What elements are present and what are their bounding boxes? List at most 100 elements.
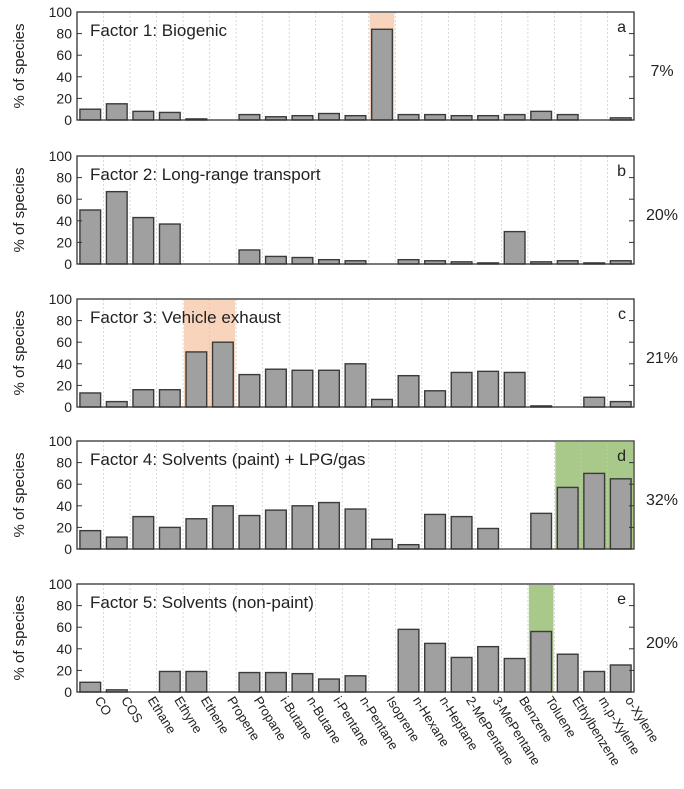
bar-i-butane [264,671,287,693]
bar-o-xylene [609,400,632,408]
bar-co [79,529,102,550]
bar-toluene [530,630,553,693]
y-tick-label: 0 [64,684,72,700]
panel-title: Factor 3: Vehicle exhaust [90,308,281,327]
y-tick-label: 80 [56,26,72,42]
x-tick-label: CO [92,694,115,718]
y-tick-label: 0 [64,256,72,272]
panel-letter: d [617,448,626,465]
bar-n-pentane [344,675,367,693]
bar-n-butane [291,505,314,550]
y-tick-label: 20 [56,377,72,393]
bar-isoprene [370,28,394,121]
bar-n-butane [291,256,314,265]
y-tick-label: 60 [56,334,72,350]
y-tick-label: 0 [64,541,72,557]
bar-2-mepentane [450,371,473,408]
panel-c: 0 20 40 60 80 100 % of species Factor 3: Vehicl… [11,291,678,415]
bar-i-pentane [317,112,341,121]
bar-ethene [185,351,208,408]
panel-letter: b [617,163,626,180]
bar-n-heptane [424,113,447,121]
plot-frame [76,440,635,550]
plot-frame [76,298,635,408]
bar-ethane [132,389,155,408]
y-tick-label: 100 [49,148,73,164]
y-tick-label: 0 [64,399,72,415]
bar-propane [238,249,261,265]
y-tick-label: 40 [56,498,72,514]
y-tick-label: 20 [56,519,72,535]
y-tick-label: 100 [49,4,73,20]
contribution-label: 7% [650,63,673,80]
bar-o-xylene [609,478,632,550]
plot-frame [76,583,635,693]
bar-ethyne [158,223,181,265]
bar-ethyne [158,526,181,550]
y-tick-label: 80 [56,455,72,471]
y-tick-label: 100 [49,291,73,307]
contribution-label: 20% [646,207,678,224]
panel-title: Factor 5: Solvents (non-paint) [90,593,314,612]
bar-propane [238,113,261,121]
panel-letter: e [617,591,626,608]
bar-i-butane [264,509,287,550]
y-axis-label: % of species [11,310,28,395]
bar-i-pentane [317,369,341,408]
y-tick-label: 40 [56,356,72,372]
bar-cos [105,400,128,408]
bar-n-hexane [397,113,420,121]
bar-n-pentane [344,363,367,408]
contribution-label: 20% [646,635,678,652]
bar-n-heptane [424,513,447,550]
panel-d: 0 20 40 60 80 100 % of species Factor 4: Solven… [11,433,678,557]
bar-i-pentane [317,501,341,550]
y-tick-label: 0 [64,112,72,128]
bar-2-mepentane [450,656,473,693]
bar-n-heptane [424,642,447,693]
bar-n-butane [291,369,314,408]
panel-title: Factor 2: Long-range transport [90,165,321,184]
y-tick-label: 60 [56,47,72,63]
bar-ethyne [158,670,181,693]
bar-n-pentane [344,508,367,550]
y-tick-label: 100 [49,576,73,592]
y-tick-label: 60 [56,191,72,207]
y-tick-label: 40 [56,69,72,85]
bar-ethylbenzene [556,653,579,693]
plot-frame [76,11,635,121]
panel-title: Factor 4: Solvents (paint) + LPG/gas [90,450,365,469]
bar-ethane [132,110,155,121]
bar-isoprene [370,538,394,550]
bar-isoprene [370,398,394,408]
y-tick-label: 60 [56,619,72,635]
bar-ethene [185,670,208,693]
y-tick-label: 20 [56,662,72,678]
bar-i-butane [264,368,287,408]
y-axis-label: % of species [11,23,28,108]
bar-ethane [132,515,155,550]
bar-ethyne [158,111,181,121]
bar-m-p-xylene [583,670,606,693]
y-tick-label: 60 [56,476,72,492]
bar-propane [238,671,261,693]
bar-co [79,209,102,265]
panel-e: 0 20 40 60 80 100 % of species Factor 5: Solven… [11,576,678,700]
y-tick-label: 80 [56,598,72,614]
bar-ethane [132,216,155,265]
y-tick-label: 20 [56,90,72,106]
bar-cos [105,536,128,550]
bar-benzene [503,657,526,693]
bar-propene [211,341,234,408]
bar-ethene [185,518,208,550]
bar-co [79,392,102,408]
bar-benzene [503,230,526,265]
bar-cos [105,103,128,121]
contribution-label: 32% [646,492,678,509]
bar-propane [238,373,261,408]
bar-o-xylene [609,664,632,693]
bar-cos [105,190,128,265]
bar-ethylbenzene [556,486,579,550]
y-axis-label: % of species [11,595,28,680]
